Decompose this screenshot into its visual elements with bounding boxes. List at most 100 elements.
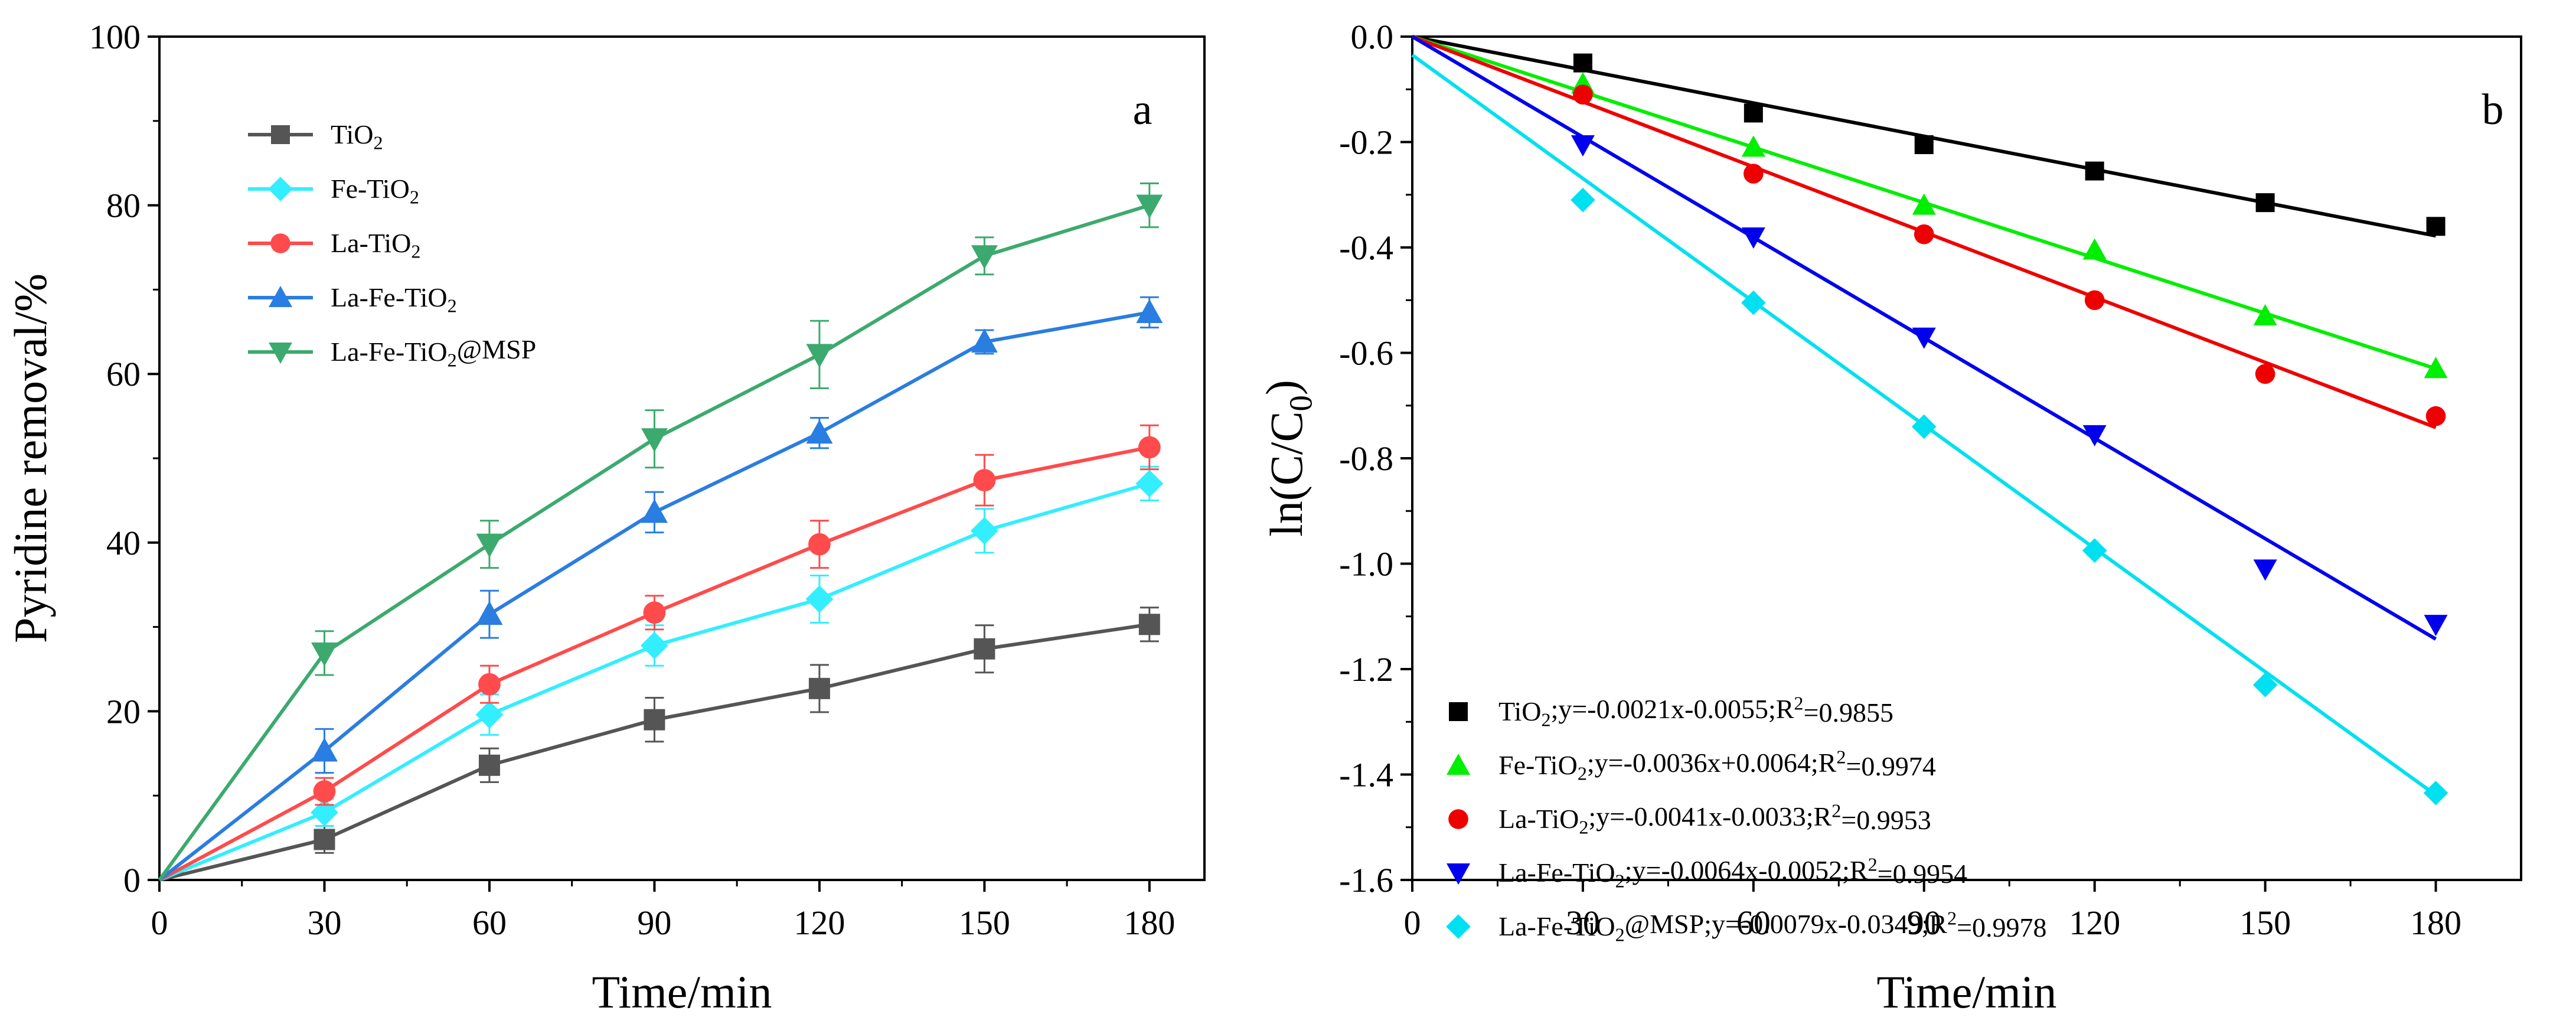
data-point [1571,135,1595,157]
text-part: =0.9855 [1804,697,1893,728]
script-part: 2 [1794,692,1803,713]
text-part: ) [1256,380,1308,395]
data-point [313,780,336,803]
data-point [2084,290,2105,311]
data-point [1138,436,1161,459]
data-point [2085,161,2104,181]
text-part: TiO [331,119,373,149]
data-point [808,677,830,699]
script-part: 2 [1947,907,1957,928]
data-point [1912,327,1936,349]
text-part: La-Fe-TiO [1498,858,1615,888]
data-point [974,638,995,660]
y-tick-label: -0.4 [1339,229,1393,267]
y-tick-label: 0.0 [1351,18,1394,56]
x-tick-label: 180 [1124,904,1175,942]
x-tick-label: 120 [2069,904,2120,942]
legend-marker [268,177,293,201]
data-point [641,631,668,660]
text-part: La-TiO [331,228,411,258]
data-point [2424,357,2448,379]
legend-label: La-Fe-TiO2 [331,282,457,317]
data-point [1741,135,1765,157]
x-tick-label: 60 [472,904,507,942]
x-tick-label: 0 [151,904,168,942]
data-point [971,245,998,269]
data-point [643,601,666,624]
series-La-Fe-TiO2@MSP [158,182,1163,881]
data-point [1571,187,1595,213]
data-point [1911,414,1937,439]
data-point [2253,559,2277,581]
legend-item: Fe-TiO2;y=-0.0036x+0.0064;R2=0.9974 [1447,746,1936,784]
legend-marker [269,343,292,364]
series-La-Fe-TiO2 [1411,35,2448,641]
data-point [805,585,834,613]
data-point [311,738,338,762]
data-point [806,419,833,444]
y-tick-label: -1.0 [1339,545,1393,583]
script-part: 2 [1579,817,1588,838]
legend-marker [1449,702,1468,721]
series-La-Fe-TiO2 [158,296,1163,882]
legend-item: La-Fe-TiO2@MSP;y=-0.0079x-0.0349;R2=0.99… [1446,907,2047,946]
series-line [158,203,1150,881]
chart-panel-b: 0 30 60 90 120 150 180 0.0 -0.2 -0.4 -0.6 -0.8 -1.0 -… [1256,18,2522,1018]
data-point [1136,299,1163,323]
text-part: ;y=-0.0036x+0.0064;R [1587,748,1837,778]
legend-label: La-TiO2 [331,228,420,262]
data-point [973,469,996,492]
legend-label: Fe-TiO2 [331,174,419,208]
data-point [1741,227,1765,249]
text-part: =0.9953 [1841,805,1931,835]
legend-item: La-Fe-TiO2;y=-0.0064x-0.0052;R2=0.9954 [1447,853,1967,892]
x-tick-label: 0 [1404,904,1421,942]
data-point [2253,304,2277,326]
data-point [806,344,833,368]
script-part: 2 [1615,924,1625,946]
data-point [2252,672,2278,697]
legend-label: La-TiO2;y=-0.0041x-0.0033;R2=0.9953 [1498,800,1931,837]
data-point [971,328,998,353]
text-part: =0.9954 [1878,859,1967,889]
x-axis-title: Time/min [1877,966,2057,1018]
data-point [2255,364,2275,384]
data-point [1914,224,1934,244]
data-point [1573,84,1593,105]
panel-letter: a [1133,86,1152,134]
panel-letter: b [2482,86,2504,134]
x-tick-label: 90 [1907,904,1941,942]
text-part: @MSP [457,334,536,364]
text-part: La-Fe-TiO [331,282,448,312]
x-tick-label: 150 [2239,904,2291,942]
data-point [1744,103,1763,123]
data-point [2255,193,2275,213]
text-part: ;y=-0.0041x-0.0033;R [1588,801,1831,832]
script-part: 2 [1868,853,1878,875]
text-part: Fe-TiO [1498,750,1578,780]
series-Fe-TiO2 [158,465,1164,882]
x-tick-label: 30 [1566,904,1600,942]
y-tick-label: -0.8 [1339,439,1393,478]
y-axis-title: Pyridine removal/% [5,273,56,643]
text-part: ln(C/C [1261,411,1312,536]
y-tick-label: 0 [123,861,141,899]
series-La-TiO2 [1411,35,2446,429]
x-tick-label: 120 [794,904,845,942]
data-point [2082,425,2107,446]
legend-marker [271,125,290,144]
legend-label: TiO2 [331,119,383,154]
data-point [641,498,668,523]
script-part: 2 [411,241,420,262]
y-tick-label: 20 [106,692,141,731]
legend-label: Fe-TiO2;y=-0.0036x+0.0064;R2=0.9974 [1498,746,1936,784]
legend-marker [269,286,292,307]
chart-panel-a: 0 30 60 90 120 150 180 0 20 40 60 80 100 Time/min Pyri… [5,18,1206,1018]
data-point [1138,614,1160,635]
y-tick-label: -1.6 [1339,861,1393,899]
data-point [2424,615,2448,637]
text-part: @MSP;y=-0.0079x-0.0349;R [1625,909,1948,939]
legend-item: TiO2 [248,119,383,154]
data-point [1744,164,1764,184]
legend-item: La-Fe-TiO2@MSP [248,334,536,371]
